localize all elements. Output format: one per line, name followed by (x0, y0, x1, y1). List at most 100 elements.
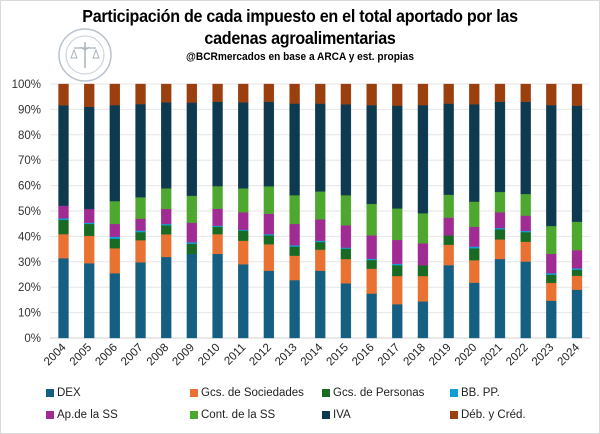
bar-segment (238, 102, 249, 189)
bar-segment (340, 225, 352, 248)
legend-label: Gcs. de Sociedades (201, 387, 304, 399)
bar-segment (366, 235, 377, 259)
bar-segment (366, 258, 377, 261)
legend-item: Ap.de la SS (46, 409, 118, 421)
bar-segment (392, 304, 403, 339)
legend-swatch (450, 411, 458, 419)
x-tick-label: 2013 (273, 342, 300, 369)
x-tick-label: 2017 (376, 342, 403, 369)
bar-segment (546, 282, 557, 301)
legend-item: Gcs. de Sociedades (190, 387, 304, 399)
bar-segment (212, 185, 223, 209)
bar-stack-2012 (263, 83, 275, 339)
x-tick-label: 2018 (401, 342, 428, 369)
bar-segment (494, 83, 506, 102)
bar-segment (212, 208, 223, 226)
x-tick-label: 2008 (145, 342, 172, 369)
legend-swatch (450, 389, 458, 397)
bar-stack-2006 (109, 83, 120, 339)
bar-stack-2010 (212, 83, 223, 339)
bar-segment (571, 268, 583, 270)
legend-item: BB. PP. (450, 387, 500, 399)
bar-segment (109, 248, 120, 274)
bar-segment (366, 83, 377, 106)
bar-segment (417, 265, 429, 277)
bar-segment (315, 83, 326, 104)
x-tick-label: 2012 (247, 342, 274, 369)
bar-segment (135, 218, 146, 231)
bar-segment (289, 245, 300, 247)
bar-segment (315, 219, 326, 241)
bar-segment (238, 240, 249, 265)
legend-swatch (322, 389, 330, 397)
legend-label: DEX (57, 387, 81, 399)
bar-segment (161, 234, 172, 258)
bar-stack-2005 (84, 83, 95, 339)
bar-segment (161, 225, 172, 235)
legend-label: Gcs. de Personas (333, 387, 425, 399)
bar-segment (520, 230, 531, 233)
x-tick-label: 2010 (196, 342, 223, 369)
bar-segment (417, 213, 429, 244)
bar-segment (315, 240, 326, 243)
bar-segment (366, 104, 377, 205)
bar-segment (186, 242, 198, 244)
bar-segment (161, 83, 172, 103)
bar-segment (161, 102, 172, 189)
bar-segment (263, 244, 275, 271)
bar-segment (366, 259, 377, 269)
bar-segment (289, 246, 300, 256)
legend-label: IVA (333, 409, 351, 421)
bar-segment (546, 83, 557, 106)
y-tick-label: 80% (18, 130, 41, 142)
bar-segment (340, 104, 352, 196)
bar-segment (443, 194, 454, 218)
x-tick-label: 2020 (453, 342, 480, 369)
bar-stack-2009 (186, 83, 198, 339)
bar-segment (494, 227, 506, 230)
bar-segment (571, 275, 583, 290)
legend-label: Ap.de la SS (57, 409, 118, 421)
bar-segment (186, 83, 198, 103)
bar-segment (417, 83, 429, 106)
legend-swatch (190, 411, 198, 419)
bar-segment (109, 200, 120, 225)
bar-segment (520, 193, 531, 216)
bar-segment (58, 105, 69, 206)
bar-stack-2015 (340, 83, 352, 339)
bar-segment (315, 191, 326, 220)
legend-item: IVA (322, 409, 351, 421)
bar-segment (315, 249, 326, 271)
chart-subtitle: @BCRmercados en base a ARCA y est. propi… (186, 51, 414, 63)
bar-segment (135, 240, 146, 263)
bar-segment (494, 212, 506, 229)
legend-swatch (190, 389, 198, 397)
bar-stack-2007 (135, 83, 146, 339)
bar-segment (161, 256, 172, 339)
bar-segment (135, 231, 146, 241)
bar-stack-2008 (161, 83, 172, 339)
x-tick-label: 2022 (504, 342, 531, 369)
y-tick-label: 10% (18, 308, 41, 320)
bar-segment (469, 260, 480, 283)
bar-segment (289, 83, 300, 104)
bar-segment (417, 243, 429, 266)
bar-segment (366, 268, 377, 294)
bar-segment (58, 233, 69, 259)
bar-segment (186, 195, 198, 223)
bar-segment (392, 239, 403, 264)
bar-segment (366, 293, 377, 339)
bar-segment (520, 261, 531, 339)
bar-segment (84, 83, 95, 108)
bar-segment (469, 83, 480, 105)
bar-segment (84, 223, 95, 237)
bar-segment (263, 83, 275, 102)
bar-segment (161, 208, 172, 225)
bar-segment (546, 104, 557, 227)
legend-label: Cont. de la SS (201, 409, 276, 421)
y-tick-label: 50% (18, 206, 41, 218)
bar-segment (392, 275, 403, 305)
legend-swatch (322, 411, 330, 419)
bar-segment (263, 235, 275, 245)
bar-segment (443, 103, 454, 195)
